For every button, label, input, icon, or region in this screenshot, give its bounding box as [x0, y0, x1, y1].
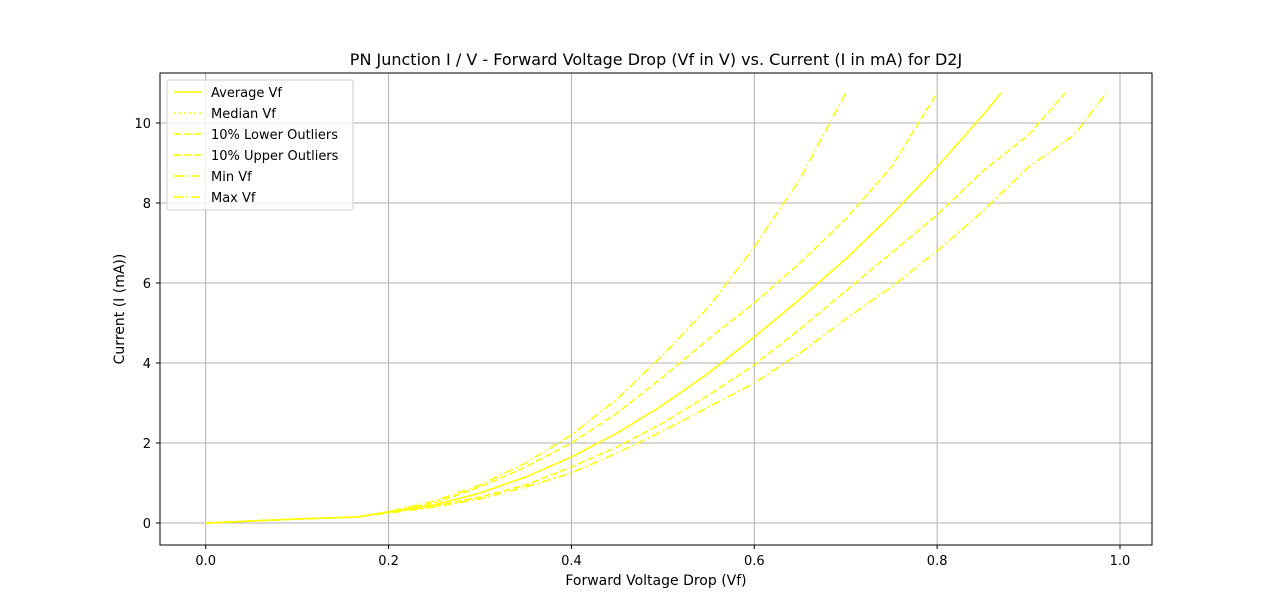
x-axis-label: Forward Voltage Drop (Vf) — [565, 573, 746, 589]
legend-label: Max Vf — [211, 191, 256, 206]
x-tick-label: 0.6 — [744, 554, 765, 569]
y-tick-label: 8 — [143, 197, 151, 212]
legend-label: 10% Lower Outliers — [211, 128, 338, 143]
series-layer — [205, 92, 1107, 524]
x-tick-label: 0.2 — [378, 554, 399, 569]
legend-label: Min Vf — [211, 170, 252, 185]
y-tick-label: 2 — [143, 437, 151, 452]
x-tick-label: 0.4 — [561, 554, 582, 569]
y-tick-label: 10 — [134, 117, 151, 132]
y-tick-label: 4 — [143, 357, 151, 372]
x-tick-label: 0.8 — [927, 554, 948, 569]
axis-ticks: 0.0 0.2 0.4 0.6 0.8 1.0 0 2 4 6 8 10 — [134, 117, 1130, 569]
y-tick-label: 0 — [143, 517, 151, 532]
y-axis-label: Current (I (mA)) — [112, 254, 128, 365]
y-tick-label: 6 — [143, 277, 151, 292]
series-line-5 — [205, 92, 847, 524]
x-tick-label: 1.0 — [1110, 554, 1131, 569]
legend: Average Vf Median Vf 10% Lower Outliers 10%… — [166, 79, 354, 211]
plot-frame — [159, 72, 1153, 546]
legend-label: 10% Upper Outliers — [211, 149, 339, 164]
series-line-6 — [205, 92, 1107, 524]
x-tick-label: 0.0 — [195, 554, 216, 569]
legend-label: Median Vf — [211, 107, 276, 122]
legend-box — [166, 79, 354, 211]
grid — [160, 73, 1152, 545]
legend-label: Average Vf — [211, 86, 282, 101]
chart-title: PN Junction I / V - Forward Voltage Drop… — [350, 50, 962, 69]
